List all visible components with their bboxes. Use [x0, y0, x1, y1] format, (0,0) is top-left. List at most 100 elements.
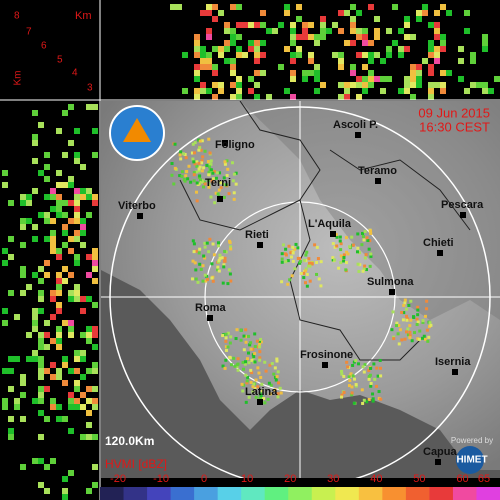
echo-cell	[408, 334, 412, 338]
echo-cell	[254, 378, 258, 382]
echo-cell	[38, 212, 44, 218]
echo-cell	[440, 70, 446, 76]
echo-cell	[227, 192, 231, 196]
echo-cell	[338, 94, 344, 100]
echo-cell	[62, 488, 68, 494]
echo-cell	[428, 70, 434, 76]
echo-cell	[207, 137, 211, 141]
echo-cell	[338, 28, 344, 34]
height-unit: Km	[75, 10, 92, 22]
echo-cell	[434, 28, 440, 34]
echo-cell	[44, 218, 50, 224]
echo-cell	[256, 385, 260, 389]
echo-cell	[308, 34, 314, 40]
city-label: Teramo	[358, 165, 397, 177]
echo-cell	[260, 382, 264, 386]
city-label: Latina	[245, 386, 278, 398]
echo-cell	[50, 338, 56, 344]
echo-cell	[68, 218, 74, 224]
echo-cell	[418, 329, 422, 333]
echo-cell	[379, 397, 383, 401]
echo-cell	[258, 342, 262, 346]
echo-cell	[340, 393, 344, 397]
echo-cell	[241, 360, 245, 364]
echo-cell	[319, 284, 323, 288]
echo-cell	[314, 34, 320, 40]
echo-cell	[308, 264, 312, 268]
echo-cell	[434, 52, 440, 58]
echo-cell	[86, 104, 92, 110]
echo-cell	[368, 58, 374, 64]
echo-cell	[345, 360, 349, 364]
echo-cell	[74, 284, 80, 290]
echo-cell	[86, 386, 92, 392]
echo-cell	[426, 339, 430, 343]
legend-tick: 20	[284, 473, 296, 485]
echo-cell	[416, 16, 422, 22]
city-label: Ascoli P.	[333, 119, 378, 131]
echo-cell	[197, 251, 201, 255]
echo-cell	[56, 290, 62, 296]
echo-cell	[267, 381, 271, 385]
echo-cell	[425, 307, 429, 311]
echo-cell	[429, 323, 433, 327]
echo-cell	[401, 318, 405, 322]
echo-cell	[186, 177, 190, 181]
echo-cell	[408, 330, 412, 334]
echo-cell	[212, 82, 218, 88]
echo-cell	[362, 40, 368, 46]
echo-cell	[14, 398, 20, 404]
echo-cell	[349, 372, 353, 376]
legend-tick: -20	[110, 473, 126, 485]
echo-cell	[44, 236, 50, 242]
echo-cell	[308, 22, 314, 28]
echo-cell	[38, 122, 44, 128]
echo-cell	[340, 372, 344, 376]
echo-cell	[360, 243, 364, 247]
echo-cell	[56, 206, 62, 212]
echo-cell	[74, 290, 80, 296]
echo-cell	[416, 305, 420, 309]
echo-cell	[258, 350, 262, 354]
echo-cell	[197, 169, 201, 173]
height-label: 4	[72, 68, 78, 79]
echo-cell	[179, 157, 183, 161]
echo-cell	[208, 237, 212, 241]
echo-cell	[404, 16, 410, 22]
echo-cell	[26, 200, 32, 206]
echo-cell	[232, 191, 236, 195]
echo-cell	[402, 303, 406, 307]
echo-cell	[204, 279, 208, 283]
echo-cell	[2, 368, 8, 374]
echo-cell	[32, 236, 38, 242]
echo-cell	[361, 269, 365, 273]
echo-cell	[398, 328, 402, 332]
echo-cell	[192, 242, 196, 246]
echo-cell	[20, 464, 26, 470]
echo-cell	[44, 386, 50, 392]
echo-cell	[248, 22, 254, 28]
echo-cell	[213, 170, 217, 174]
echo-cell	[38, 362, 44, 368]
echo-cell	[369, 231, 373, 235]
echo-cell	[403, 337, 407, 341]
echo-cell	[224, 250, 228, 254]
echo-cell	[252, 382, 256, 386]
echo-cell	[32, 350, 38, 356]
echo-cell	[421, 319, 425, 323]
echo-cell	[356, 28, 362, 34]
echo-cell	[197, 167, 201, 171]
echo-cell	[210, 262, 214, 266]
city-marker	[322, 362, 328, 368]
echo-cell	[338, 10, 344, 16]
echo-cell	[242, 383, 246, 387]
city-label: Capua	[423, 446, 458, 458]
echo-cell	[192, 151, 196, 155]
echo-cell	[74, 356, 80, 362]
city-label: Rieti	[245, 229, 269, 241]
echo-cell	[317, 277, 321, 281]
echo-cell	[194, 40, 200, 46]
echo-cell	[231, 179, 235, 183]
echo-cell	[298, 261, 302, 265]
echo-cell	[236, 22, 242, 28]
